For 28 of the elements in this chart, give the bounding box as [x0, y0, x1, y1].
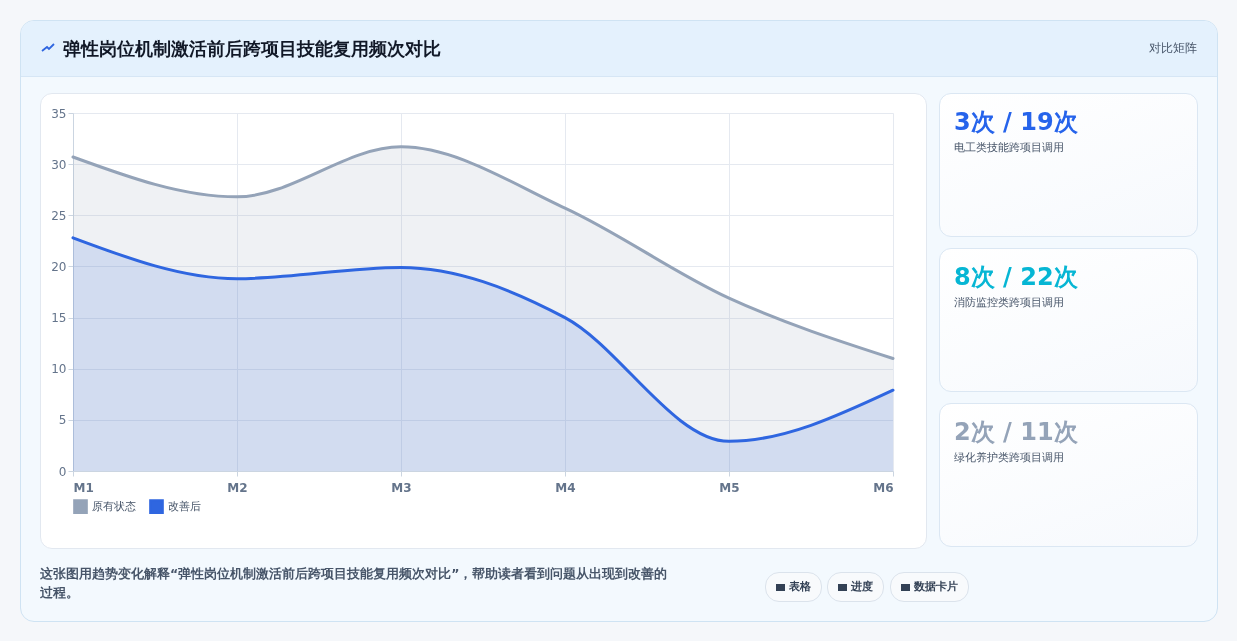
text: 对比矩阵 — [1149, 40, 1197, 57]
x-tick-label: M5 — [719, 480, 740, 495]
y-tick-label: 0 — [58, 464, 67, 479]
text: 绿化养护类跨项目调用 — [954, 450, 1064, 465]
y-tick-label: 15 — [51, 311, 67, 326]
x-tick-label: M2 — [227, 480, 248, 495]
text: 电工类技能跨项目调用 — [954, 140, 1064, 155]
y-tick-label: 35 — [51, 106, 67, 121]
x-tick-label: M4 — [555, 480, 576, 495]
legend-label: 改善后 — [168, 499, 201, 513]
x-tick-label: M3 — [391, 480, 412, 495]
legend-label: 原有状态 — [92, 499, 136, 513]
text: 数据卡片 — [890, 572, 969, 602]
x-tick-label: M1 — [73, 480, 94, 495]
text: 这张图用趋势变化解释“弹性岗位机制激活前后跨项目技能复用频次对比”，帮助读者看到问题从出现到改善的过程。 — [40, 565, 669, 602]
text: 进度 — [827, 572, 884, 602]
y-tick-label: 30 — [51, 157, 67, 172]
y-tick-label: 20 — [51, 259, 67, 274]
text: 3次 / 19次 — [954, 107, 1078, 138]
text: 消防监控类跨项目调用 — [954, 295, 1064, 310]
x-tick-label: M6 — [873, 480, 894, 495]
text: 8次 / 22次 — [954, 262, 1078, 293]
text: 2次 / 11次 — [954, 417, 1078, 448]
y-tick-label: 10 — [51, 362, 67, 377]
chart-title: 弹性岗位机制激活前后跨项目技能复用频次对比 — [63, 37, 441, 61]
y-tick-label: 25 — [51, 208, 67, 223]
y-tick-label: 5 — [58, 413, 67, 428]
text: 表格 — [765, 572, 822, 602]
